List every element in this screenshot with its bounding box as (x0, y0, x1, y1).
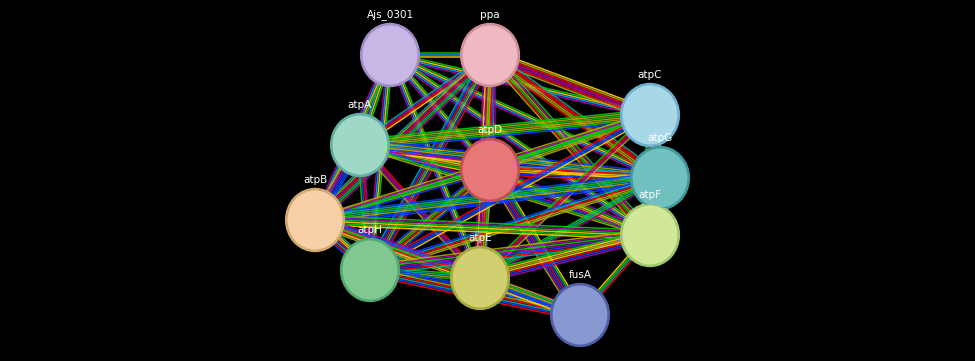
Ellipse shape (330, 113, 390, 177)
Ellipse shape (362, 25, 418, 85)
Ellipse shape (340, 238, 400, 302)
Text: fusA: fusA (568, 270, 592, 280)
Text: atpB: atpB (303, 175, 328, 185)
Ellipse shape (342, 240, 398, 300)
Ellipse shape (620, 203, 681, 267)
Text: atpD: atpD (478, 125, 502, 135)
Text: atpE: atpE (468, 233, 491, 243)
Text: Ajs_0301: Ajs_0301 (367, 9, 413, 20)
Ellipse shape (622, 85, 678, 145)
Text: atpH: atpH (358, 225, 382, 235)
Ellipse shape (552, 285, 608, 345)
Ellipse shape (332, 115, 388, 175)
Ellipse shape (360, 23, 420, 87)
Text: ppa: ppa (480, 10, 500, 20)
Ellipse shape (620, 83, 681, 147)
Text: atpA: atpA (348, 100, 372, 110)
Ellipse shape (460, 138, 520, 202)
Ellipse shape (462, 25, 518, 85)
Ellipse shape (285, 188, 345, 252)
Text: atpF: atpF (639, 190, 661, 200)
Ellipse shape (287, 190, 343, 250)
Ellipse shape (460, 23, 520, 87)
Text: atpG: atpG (647, 133, 673, 143)
Ellipse shape (550, 283, 610, 347)
Ellipse shape (630, 146, 690, 210)
Text: atpC: atpC (638, 70, 662, 80)
Ellipse shape (462, 140, 518, 200)
Ellipse shape (632, 148, 688, 208)
Ellipse shape (449, 246, 510, 310)
Ellipse shape (622, 205, 678, 265)
Ellipse shape (452, 248, 508, 308)
